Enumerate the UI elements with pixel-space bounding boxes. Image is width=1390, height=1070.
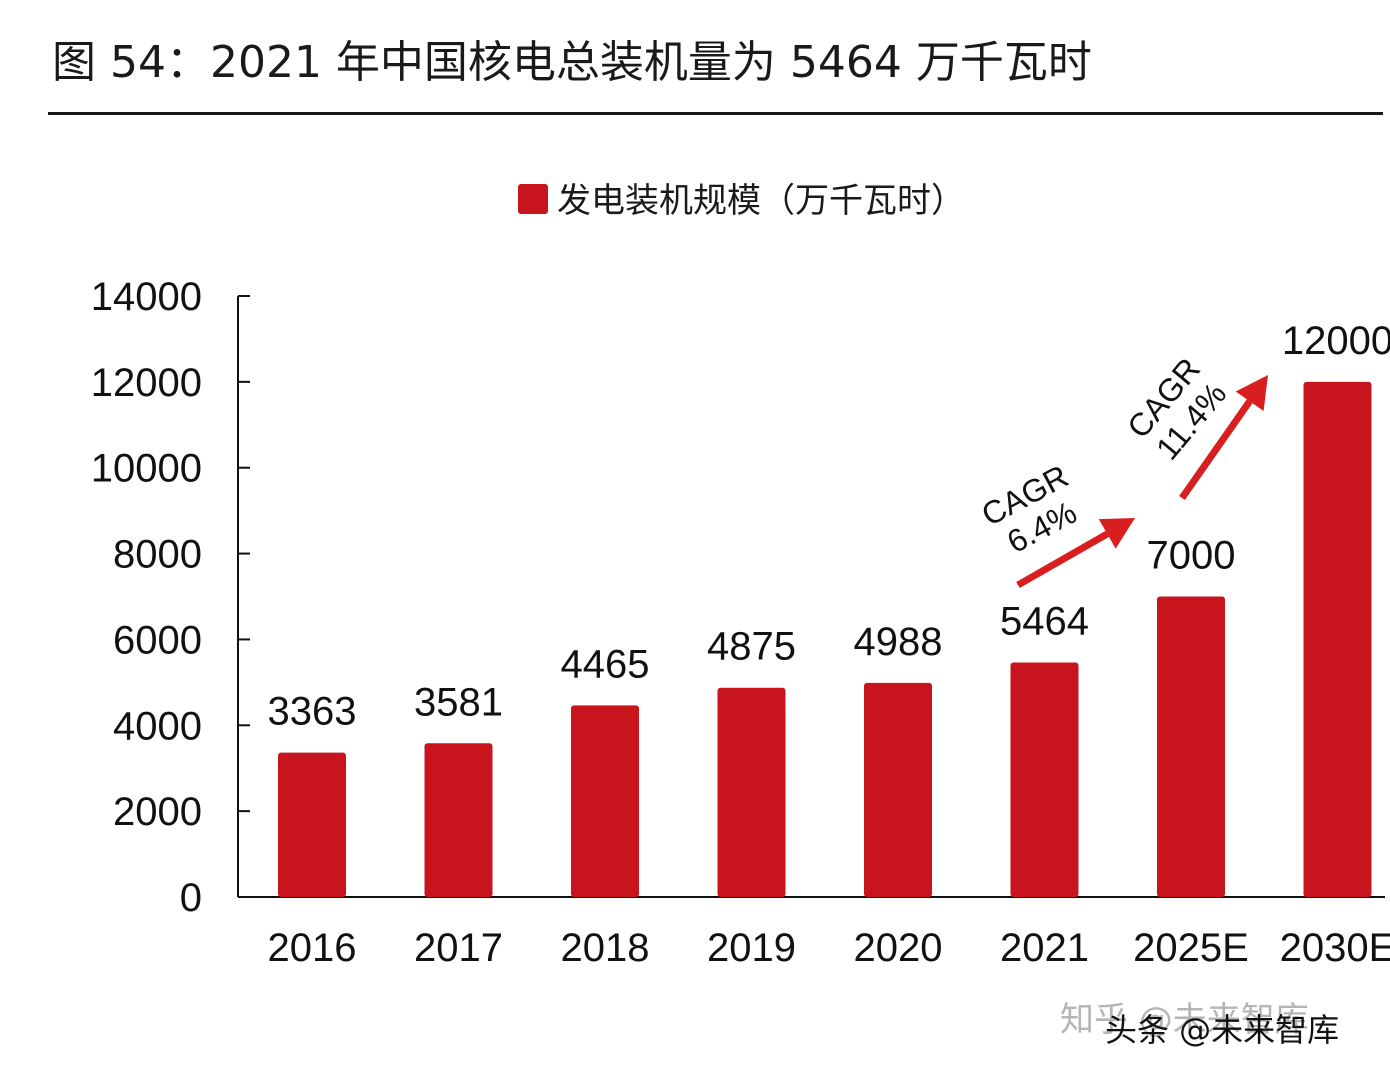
bar-2025E <box>1157 596 1225 897</box>
bar-2017 <box>424 743 493 897</box>
legend-swatch <box>518 184 548 214</box>
bar-2019 <box>717 687 786 897</box>
data-label-2021: 5464 <box>1000 599 1089 643</box>
category-label-2020: 2020 <box>854 926 943 970</box>
bar-2018 <box>571 705 639 897</box>
category-label-2030E: 2030E <box>1280 926 1390 970</box>
y-tick-label: 8000 <box>113 533 202 577</box>
y-tick-label: 0 <box>180 876 202 920</box>
y-tick-label: 2000 <box>113 790 202 834</box>
cagr-arrow-head <box>1098 518 1135 549</box>
y-tick-label: 6000 <box>113 618 202 662</box>
y-tick-label: 14000 <box>91 275 202 319</box>
data-label-2019: 4875 <box>707 625 796 669</box>
data-label-2020: 4988 <box>854 620 943 664</box>
watermark-toutiao: 头条 @未来智库 <box>1105 1011 1340 1049</box>
watermark-zhihu: 知乎 @未来智库 <box>1060 1000 1309 1040</box>
y-tick-label: 12000 <box>91 361 202 405</box>
title-rule <box>48 112 1383 115</box>
category-label-2021: 2021 <box>1000 926 1089 970</box>
category-label-2017: 2017 <box>414 926 503 970</box>
cagr-arrow-shaft <box>1016 530 1109 589</box>
bar-2030E <box>1303 381 1372 897</box>
y-tick-label: 10000 <box>91 447 202 491</box>
figure-title: 图 54：2021 年中国核电总装机量为 5464 万千瓦时 <box>52 37 1092 88</box>
cagr-arrow-head <box>1235 375 1268 411</box>
category-label-2025E: 2025E <box>1133 926 1249 970</box>
data-label-2025E: 7000 <box>1147 534 1236 578</box>
bars <box>278 381 1372 897</box>
bar-2020 <box>864 682 932 897</box>
data-labels: 3363 3581 4465 4875 4988 5464 7000 12000 <box>268 319 1390 734</box>
category-label-2016: 2016 <box>268 926 357 970</box>
legend-label: 发电装机规模（万千瓦时） <box>557 181 965 221</box>
category-label-2019: 2019 <box>707 926 796 970</box>
category-labels: 2016 2017 2018 2019 2020 2021 2025E 2030E <box>268 926 1390 970</box>
data-label-2017: 3581 <box>414 680 503 724</box>
data-label-2018: 4465 <box>561 642 650 686</box>
bar-2021 <box>1010 662 1079 897</box>
category-label-2018: 2018 <box>561 926 650 970</box>
cagr-arrow-shaft <box>1179 399 1253 501</box>
y-tick-label: 4000 <box>113 704 202 748</box>
legend: 发电装机规模（万千瓦时） <box>518 181 965 221</box>
bar-2016 <box>278 752 346 897</box>
data-label-2016: 3363 <box>268 690 357 734</box>
data-label-2030E: 12000 <box>1282 319 1390 363</box>
